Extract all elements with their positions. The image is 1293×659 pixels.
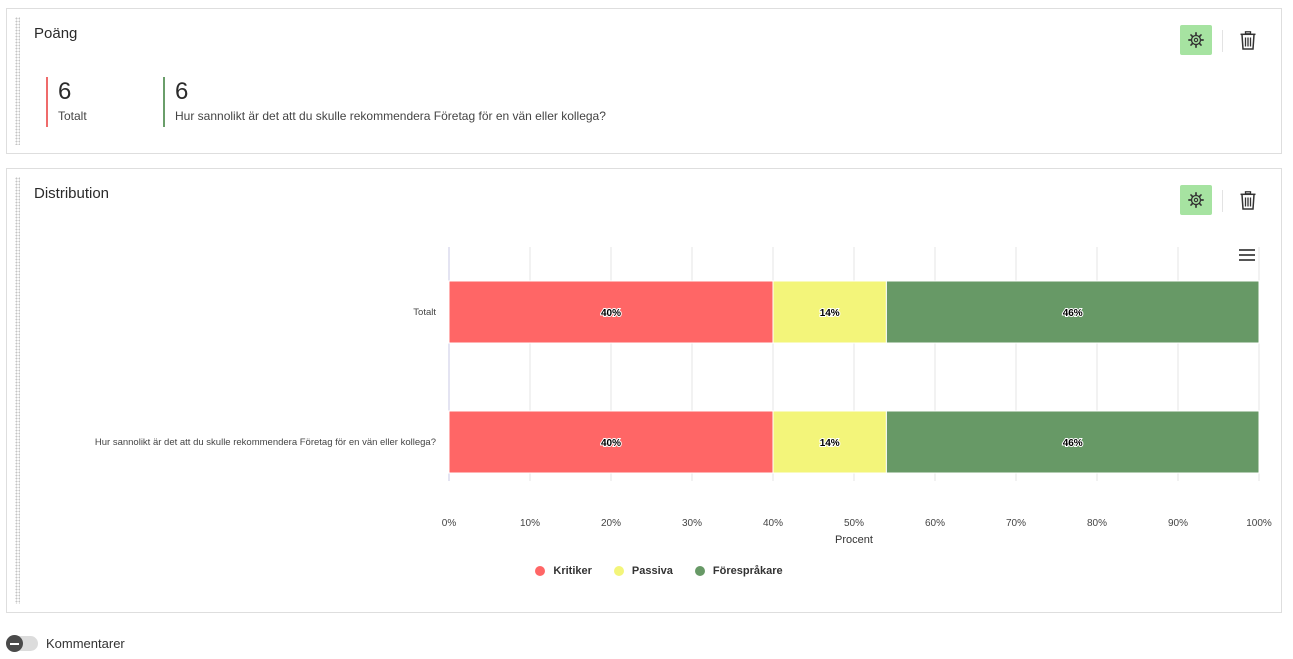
bar-data-label: 14% [820,308,840,319]
x-tick-label: 0% [442,518,457,529]
bar-segment [885,280,1260,344]
bar-data-label: 46% [1063,308,1083,319]
bar-segment [772,410,887,474]
panel-title: Distribution [34,185,110,202]
score-value: 6 [175,78,189,105]
x-tick-label: 30% [682,518,702,529]
bar-data-label: 40% [601,438,621,449]
legend-label: Kritiker [553,565,592,577]
delete-button[interactable] [1235,186,1261,214]
comments-toggle[interactable] [6,635,38,652]
distribution-chart: 0% 10% 20% 30% 40% 50% 60% 70% 80% 90% 100% Procent… [95,247,1272,546]
x-tick-label: 50% [844,518,864,529]
gear-icon [1188,192,1204,208]
trash-icon [1240,30,1256,50]
score-label: Totalt [58,109,87,123]
gear-icon [1188,32,1204,48]
legend-marker [694,566,705,576]
x-tick-label: 100% [1246,518,1272,529]
legend-item[interactable]: Passiva [613,565,673,577]
bar-data-label: 14% [820,438,840,449]
legend-label: Passiva [631,565,673,577]
comments-toggle-label: Kommentarer [46,636,125,651]
chart-menu-icon[interactable] [1239,249,1255,263]
y-category-label: Hur sannolikt är det att du skulle rekom… [95,437,436,448]
distribution-panel: Distribution 0% 10% 20% 30% 40% 50% 60% 70% 80% 9… [6,168,1282,613]
panel-title: Poäng [34,25,78,42]
drag-handle[interactable] [15,177,20,604]
toggle-off-icon [6,635,23,652]
score-total: 6 Totalt [46,77,87,127]
legend-item[interactable]: Kritiker [535,565,592,577]
x-tick-label: 10% [520,518,540,529]
x-tick-label: 70% [1006,518,1026,529]
divider [1222,190,1223,212]
score-question: 6 Hur sannolikt är det att du skulle rek… [163,77,606,127]
x-axis-label: Procent [835,534,873,546]
comments-toggle-row: Kommentarer [6,635,125,652]
bar-segment [448,410,774,474]
drag-handle[interactable] [15,17,20,145]
bar-segment [885,410,1260,474]
x-tick-label: 80% [1087,518,1107,529]
legend-marker [613,566,624,576]
trash-icon [1240,190,1256,210]
y-category-label: Totalt [413,307,436,318]
score-panel: Poäng 6 Totalt 6 Hur sannolikt är [6,8,1282,154]
x-tick-label: 60% [925,518,945,529]
legend-label: Förespråkare [712,565,783,577]
bar-segment [772,280,887,344]
settings-button[interactable] [1180,25,1212,55]
chart-legend: Kritiker Passiva Förespråkare [7,565,1281,577]
divider [1222,30,1223,52]
legend-item[interactable]: Förespråkare [694,565,783,577]
score-label: Hur sannolikt är det att du skulle rekom… [175,109,606,123]
delete-button[interactable] [1235,26,1261,54]
settings-button[interactable] [1180,185,1212,215]
x-tick-label: 20% [601,518,621,529]
score-value: 6 [58,78,72,105]
bar-data-label: 40% [601,308,621,319]
x-tick-label: 90% [1168,518,1188,529]
bar-data-label: 46% [1063,438,1083,449]
x-tick-label: 40% [763,518,783,529]
legend-marker [535,566,546,576]
